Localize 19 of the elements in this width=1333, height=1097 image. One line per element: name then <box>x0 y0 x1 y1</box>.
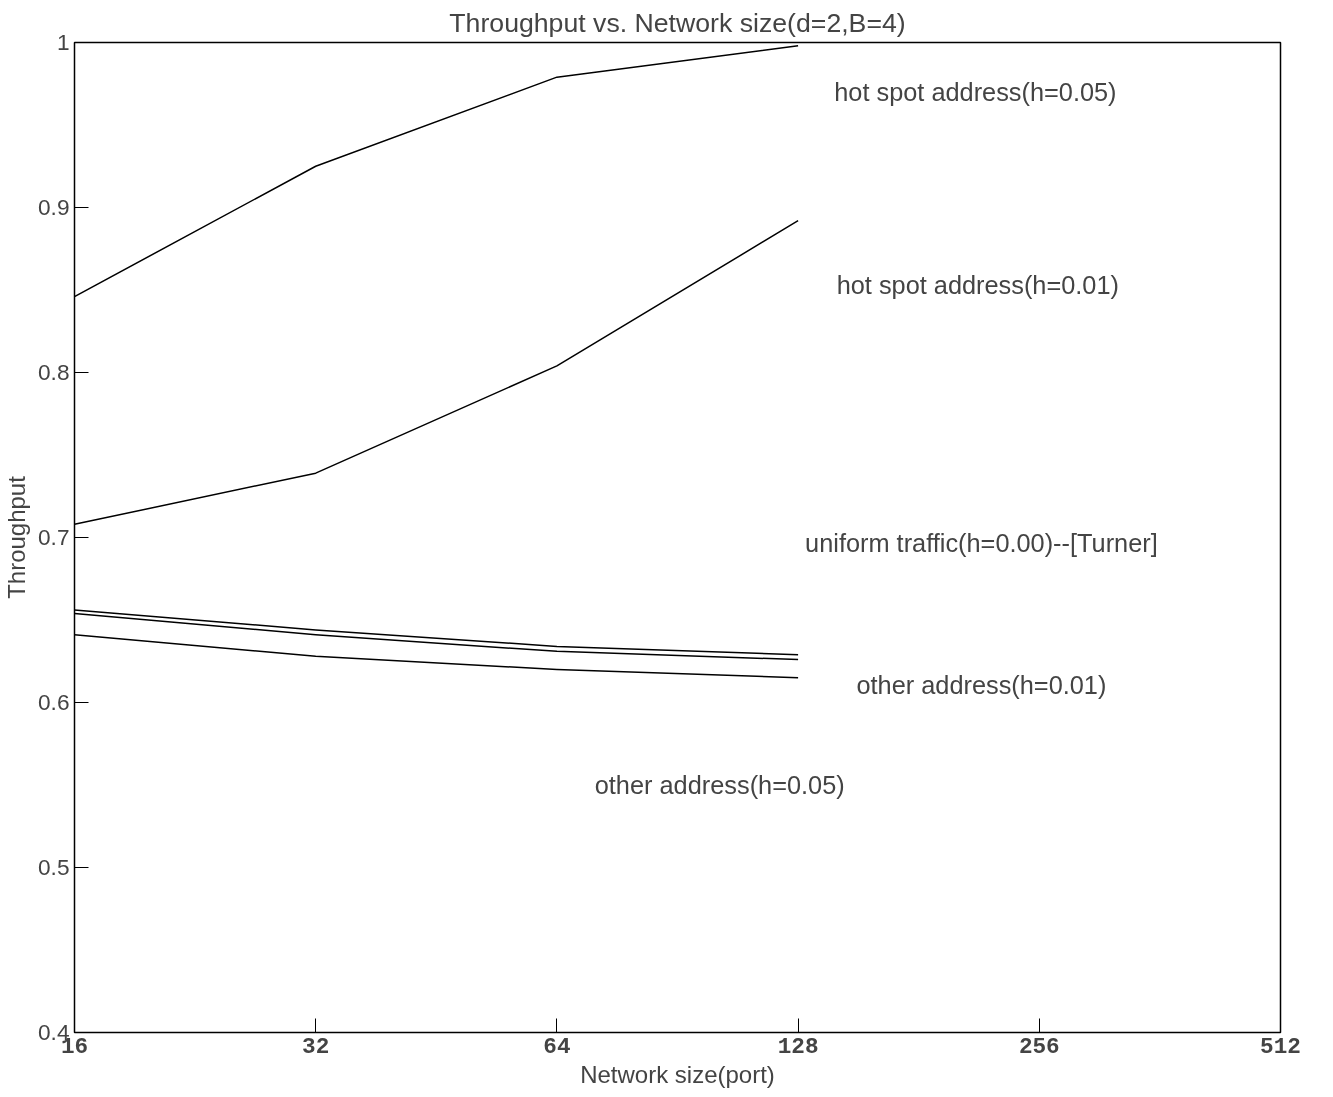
x-tick-label: 512 <box>1260 1033 1301 1060</box>
y-tick-label: 0.9 <box>38 194 70 220</box>
annotation: other address(h=0.05) <box>594 771 845 799</box>
annotation: hot spot address(h=0.01) <box>836 271 1119 300</box>
y-tick-label: 1 <box>56 29 70 55</box>
x-tick-label: 128 <box>777 1033 819 1060</box>
x-tick-label: 256 <box>1018 1033 1060 1060</box>
x-axis-title: Network size(port) <box>580 1060 775 1088</box>
annotation: uniform traffic(h=0.00)--[Turner] <box>805 529 1158 558</box>
x-tick-label: 32 <box>302 1033 330 1060</box>
x-tick-label: 64 <box>543 1033 571 1060</box>
y-tick-label: 0.5 <box>38 854 70 880</box>
y-tick-label: 0.6 <box>38 689 70 715</box>
y-tick-label: 0.7 <box>38 524 70 550</box>
annotation: hot spot address(h=0.05) <box>834 78 1117 106</box>
y-tick-label: 0.8 <box>38 359 70 385</box>
y-axis-title: Throughput <box>3 475 30 599</box>
chart-title: Throughput vs. Network size(d=2,B=4) <box>449 7 906 38</box>
annotation: other address(h=0.01) <box>856 671 1107 700</box>
